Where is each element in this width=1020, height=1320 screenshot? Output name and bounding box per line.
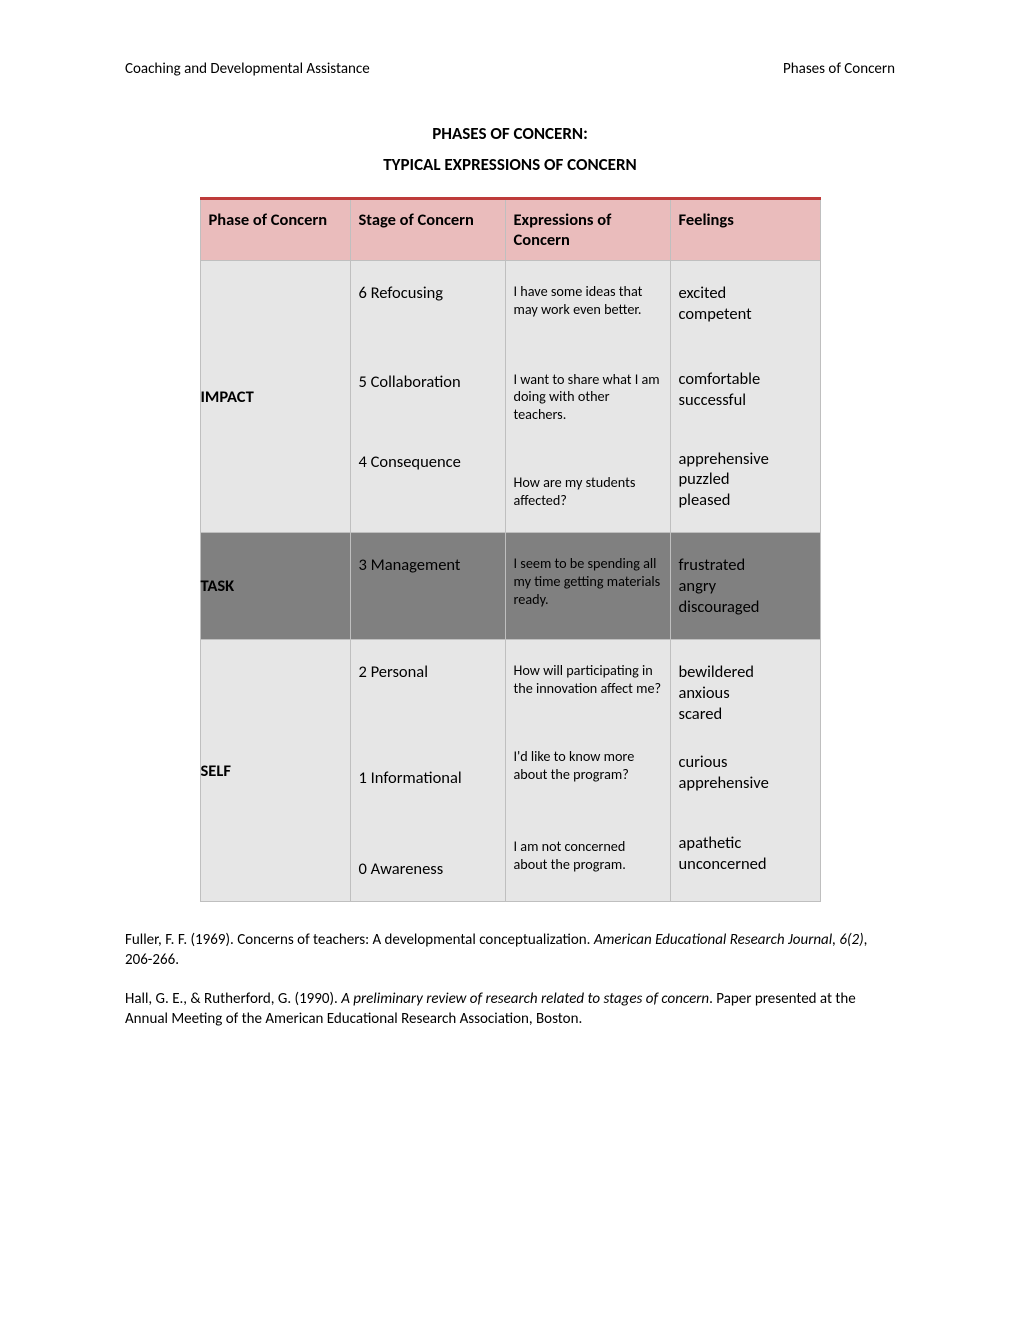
feelings-text: frustratedangrydiscouraged — [679, 555, 812, 617]
phase-cell: TASK — [200, 533, 350, 640]
feelings-cell: bewilderedanxiousscared curiousapprehensi… — [670, 640, 820, 902]
table-row: TASK 3 Management I seem to be spending al… — [200, 533, 820, 640]
expression-text: I have some ideas that may work even bet… — [514, 283, 662, 319]
ref1-pre: Fuller, F. F. (1969). Concerns of teache… — [125, 931, 594, 949]
page-header: Coaching and Developmental Assistance Ph… — [125, 60, 895, 78]
phase-cell: SELF — [200, 640, 350, 902]
header-right: Phases of Concern — [783, 60, 895, 78]
stage-label: 2 Personal — [359, 662, 497, 683]
expression-text: How will participating in the innovation… — [514, 662, 662, 698]
references: Fuller, F. F. (1969). Concerns of teache… — [125, 930, 895, 1029]
stage-cell: 2 Personal 1 Informational 0 Awareness — [350, 640, 505, 902]
feelings-text: bewilderedanxiousscared — [679, 662, 812, 724]
col-expression: Expressions of Concern — [505, 199, 670, 261]
stage-label: 5 Collaboration — [359, 372, 497, 393]
ref2-ital: A preliminary review of research related… — [341, 990, 709, 1008]
stage-cell: 3 Management — [350, 533, 505, 640]
feelings-text: apprehensivepuzzledpleased — [679, 449, 812, 511]
header-left: Coaching and Developmental Assistance — [125, 60, 370, 78]
stage-label: 6 Refocusing — [359, 283, 497, 304]
document-page: Coaching and Developmental Assistance Ph… — [0, 0, 1020, 1320]
table-row: SELF 2 Personal 1 Informational 0 Awareness… — [200, 640, 820, 902]
expression-text: I'd like to know more about the program? — [514, 748, 662, 784]
page-subtitle: TYPICAL EXPRESSIONS OF CONCERN — [125, 154, 895, 175]
feelings-text: excitedcompetent — [679, 283, 812, 324]
expression-text: I seem to be spending all my time gettin… — [514, 555, 662, 608]
expression-text: I want to share what I am doing with oth… — [514, 371, 662, 424]
stage-label: 4 Consequence — [359, 452, 497, 473]
reference-2: Hall, G. E., & Rutherford, G. (1990). A … — [125, 989, 895, 1030]
col-phase: Phase of Concern — [200, 199, 350, 261]
feelings-text: curiousapprehensive — [679, 752, 812, 793]
feelings-cell: excitedcompetent comfortablesuccessful app… — [670, 261, 820, 533]
ref1-ital: American Educational Research Journal, 6… — [594, 931, 864, 949]
phase-cell: IMPACT — [200, 261, 350, 533]
table-body: IMPACT 6 Refocusing 5 Collaboration 4 Conse… — [200, 261, 820, 902]
stage-label: 3 Management — [359, 555, 497, 576]
stage-cell: 6 Refocusing 5 Collaboration 4 Consequence — [350, 261, 505, 533]
ref2-pre: Hall, G. E., & Rutherford, G. (1990). — [125, 990, 341, 1008]
expression-text: I am not concerned about the program. — [514, 838, 662, 874]
table-row: IMPACT 6 Refocusing 5 Collaboration 4 Conse… — [200, 261, 820, 533]
table-header-row: Phase of Concern Stage of Concern Expres… — [200, 199, 820, 261]
expression-text: How are my students affected? — [514, 474, 662, 510]
col-feelings: Feelings — [670, 199, 820, 261]
expression-cell: I seem to be spending all my time gettin… — [505, 533, 670, 640]
page-title: PHASES OF CONCERN: — [125, 123, 895, 144]
reference-1: Fuller, F. F. (1969). Concerns of teache… — [125, 930, 895, 971]
phases-table: Phase of Concern Stage of Concern Expres… — [200, 197, 821, 902]
feelings-text: comfortablesuccessful — [679, 369, 812, 410]
stage-label: 0 Awareness — [359, 859, 497, 880]
col-stage: Stage of Concern — [350, 199, 505, 261]
feelings-text: apatheticunconcerned — [679, 833, 812, 874]
expression-cell: How will participating in the innovation… — [505, 640, 670, 902]
expression-cell: I have some ideas that may work even bet… — [505, 261, 670, 533]
stage-label: 1 Informational — [359, 768, 497, 789]
feelings-cell: frustratedangrydiscouraged — [670, 533, 820, 640]
